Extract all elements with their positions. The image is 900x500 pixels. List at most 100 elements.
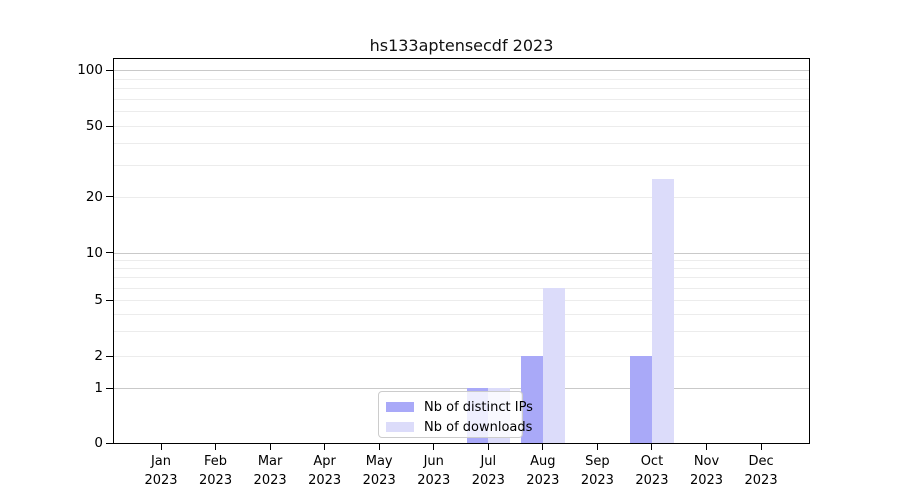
x-axis: Jan 2023 Feb 2023 Mar 2023 Apr 2023 May 2023 Jun 20… (114, 444, 809, 494)
legend: Nb of distinct IPs Nb of downloads (378, 391, 533, 438)
x-tick-label-jan: Jan 2023 (133, 452, 189, 490)
minor-gridline (114, 300, 809, 301)
x-label-month: May (365, 454, 393, 469)
minor-gridline (114, 196, 809, 198)
x-label-year: 2023 (471, 473, 505, 488)
x-tick-label-sep: Sep 2023 (569, 452, 625, 490)
bar-nb-of-downloads-aug (542, 287, 565, 443)
x-tick-label-mar: Mar 2023 (242, 452, 298, 490)
minor-gridline (114, 78, 809, 80)
y-tick-label-100: 100 (77, 62, 103, 78)
x-label-month: Feb (204, 454, 228, 469)
x-label-year: 2023 (144, 473, 178, 488)
x-label-month: Aug (530, 454, 556, 469)
chart-title: hs133aptensecdf 2023 (369, 36, 554, 55)
x-tick-label-apr: Apr 2023 (297, 452, 353, 490)
bar-nb-of-downloads-oct (651, 179, 674, 443)
x-label-year: 2023 (308, 473, 342, 488)
minor-gridline (114, 267, 809, 269)
major-gridline (114, 388, 809, 389)
x-label-year: 2023 (744, 473, 778, 488)
minor-gridline (114, 143, 809, 145)
y-tick-mark-10 (106, 252, 113, 253)
bar-nb-of-distinct-ips-oct (630, 356, 652, 443)
minor-gridline (114, 331, 809, 333)
minor-gridline (114, 356, 809, 357)
x-tick-mark-aug (542, 444, 544, 450)
x-label-year: 2023 (580, 473, 614, 488)
x-tick-mark-jun (433, 444, 435, 450)
x-label-month: Mar (257, 454, 283, 469)
y-axis-ticks (106, 59, 113, 444)
x-tick-mark-jul (487, 444, 489, 450)
minor-gridline (114, 276, 809, 278)
x-label-month: Oct (640, 454, 664, 469)
x-tick-label-jul: Jul 2023 (460, 452, 516, 490)
x-label-month: Jul (480, 454, 497, 469)
y-tick-mark-20 (106, 196, 113, 197)
y-tick-label-0: 0 (94, 435, 103, 451)
x-label-month: Apr (313, 454, 336, 469)
x-tick-mark-nov (706, 444, 707, 450)
x-label-year: 2023 (253, 473, 287, 488)
minor-gridline (114, 126, 809, 127)
x-tick-mark-apr (324, 444, 326, 450)
x-tick-label-feb: Feb 2023 (188, 452, 244, 490)
major-gridline (114, 70, 809, 71)
x-tick-mark-dec (760, 444, 762, 450)
x-tick-mark-sep (596, 444, 598, 450)
y-tick-mark-50 (106, 125, 113, 127)
bar-nb-of-distinct-ips-aug (521, 356, 543, 443)
y-tick-mark-0 (106, 442, 113, 444)
y-tick-mark-2 (106, 355, 113, 357)
x-label-year: 2023 (417, 473, 451, 488)
y-tick-label-2: 2 (94, 348, 103, 364)
major-gridline (114, 252, 809, 254)
legend-label-downloads: Nb of downloads (424, 419, 533, 435)
legend-swatch-downloads (386, 422, 414, 432)
minor-gridline (114, 259, 809, 261)
minor-gridline (114, 98, 809, 100)
plot-area: Nb of distinct IPs Nb of downloads (113, 58, 810, 444)
legend-label-distinct-ips: Nb of distinct IPs (424, 399, 533, 415)
y-tick-label-10: 10 (85, 244, 103, 261)
x-label-month: Jun (423, 454, 444, 469)
y-tick-label-5: 5 (94, 292, 103, 308)
x-tick-mark-may (378, 444, 380, 450)
x-tick-label-oct: Oct 2023 (624, 452, 680, 490)
x-label-month: Dec (748, 454, 774, 469)
x-tick-mark-mar (269, 444, 271, 450)
x-tick-mark-feb (215, 444, 217, 450)
x-label-year: 2023 (689, 473, 724, 488)
x-tick-mark-jan (160, 444, 162, 450)
x-label-year: 2023 (635, 473, 669, 488)
y-tick-label-50: 50 (85, 118, 103, 134)
x-tick-label-aug: Aug 2023 (515, 452, 571, 490)
y-tick-mark-100 (106, 69, 113, 71)
x-tick-label-jun: Jun 2023 (406, 452, 462, 490)
minor-gridline (114, 287, 809, 289)
y-tick-label-20: 20 (85, 188, 103, 205)
x-label-month: Nov (693, 454, 720, 469)
x-label-month: Sep (585, 454, 610, 469)
y-axis-labels: 100 50 20 10 5 2 1 0 (0, 59, 103, 451)
x-label-year: 2023 (199, 473, 233, 488)
x-tick-label-may: May 2023 (351, 452, 407, 490)
minor-gridline (114, 313, 809, 315)
x-tick-mark-oct (651, 444, 653, 450)
legend-item-distinct-ips: Nb of distinct IPs (386, 397, 533, 417)
minor-gridline (114, 111, 809, 113)
minor-gridline (114, 165, 809, 167)
y-tick-mark-5 (106, 299, 113, 301)
legend-swatch-distinct-ips (386, 402, 414, 412)
x-tick-label-dec: Dec 2023 (733, 452, 789, 490)
x-label-month: Jan (150, 454, 172, 469)
y-tick-label-1: 1 (94, 380, 103, 396)
x-tick-label-nov: Nov 2023 (679, 452, 735, 490)
y-tick-mark-1 (106, 387, 113, 389)
minor-gridline (114, 88, 809, 90)
legend-item-downloads: Nb of downloads (386, 417, 532, 437)
x-label-year: 2023 (362, 473, 396, 488)
x-label-year: 2023 (526, 473, 560, 488)
